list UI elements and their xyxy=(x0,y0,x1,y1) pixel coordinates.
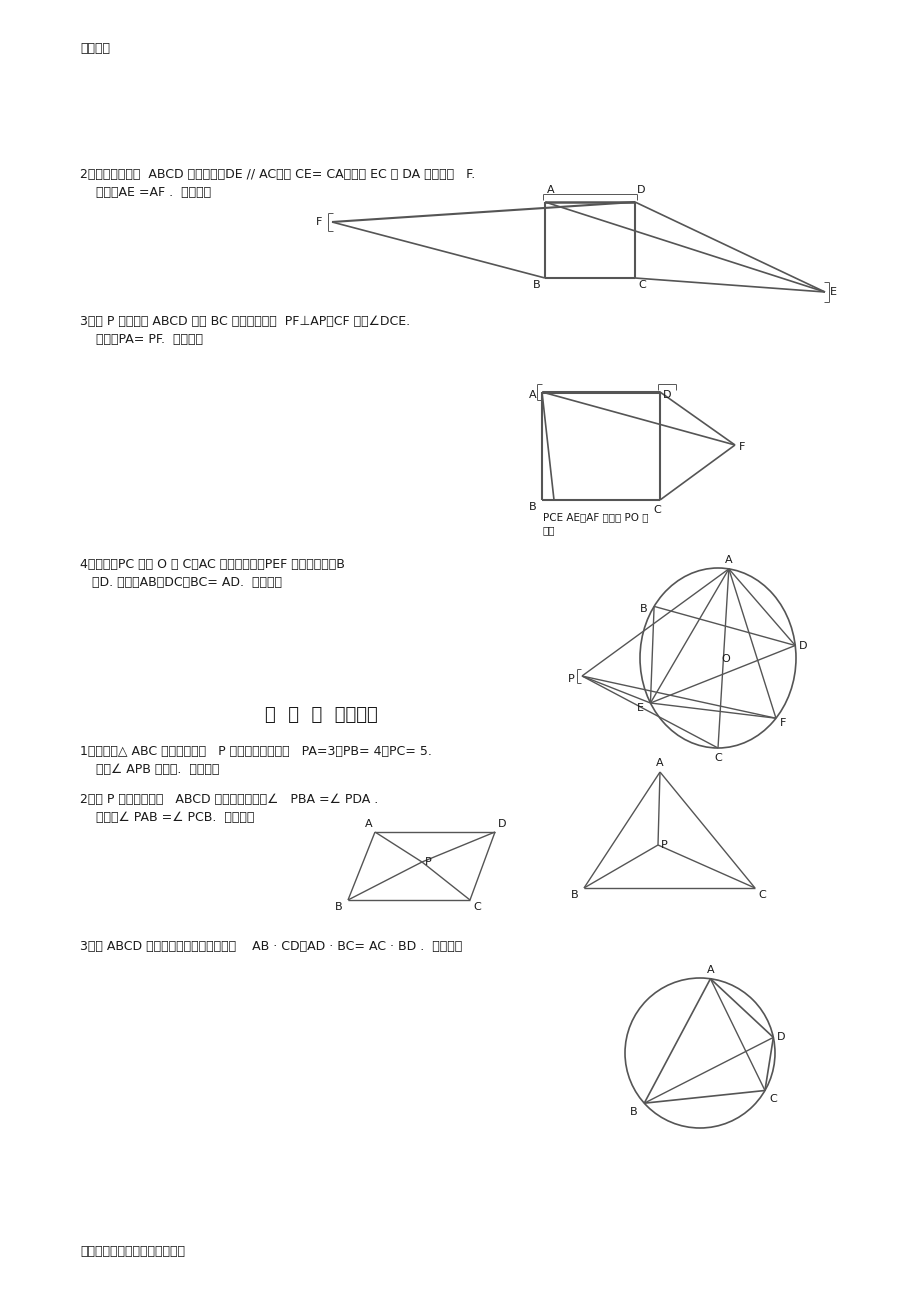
Text: D: D xyxy=(799,641,807,652)
Text: A: A xyxy=(724,555,732,566)
Text: 、D. 求证：AB＝DC，BC= AD.  （初三）: 、D. 求证：AB＝DC，BC= AD. （初三） xyxy=(80,576,282,589)
Text: A: A xyxy=(706,964,713,975)
Text: 求证：PA= PF.  （初二）: 求证：PA= PF. （初二） xyxy=(80,334,203,347)
Text: PCE AE、AF 与直线 PO 相: PCE AE、AF 与直线 PO 相 xyxy=(542,512,648,523)
Text: B: B xyxy=(630,1108,637,1117)
Text: 学习资料: 学习资料 xyxy=(80,42,110,55)
Text: E: E xyxy=(636,704,642,713)
Text: C: C xyxy=(652,506,660,515)
Text: B: B xyxy=(335,902,342,912)
Text: 4、如图，PC 切圆 O 于 C，AC 为圆的直径，PEF 为圆的割线，B: 4、如图，PC 切圆 O 于 C，AC 为圆的直径，PEF 为圆的割线，B xyxy=(80,558,345,571)
Text: O: O xyxy=(720,654,729,665)
Text: D: D xyxy=(777,1032,785,1042)
Text: C: C xyxy=(713,753,721,764)
Text: P: P xyxy=(660,840,667,850)
Text: B: B xyxy=(532,280,540,291)
Text: C: C xyxy=(472,902,481,912)
Text: C: C xyxy=(768,1095,776,1105)
Text: A: A xyxy=(547,185,554,195)
Text: 经  典  难  题（四）: 经 典 难 题（四） xyxy=(265,706,378,724)
Text: C: C xyxy=(757,890,765,900)
Text: B: B xyxy=(640,605,647,615)
Text: P: P xyxy=(425,857,431,866)
Text: D: D xyxy=(636,185,645,195)
Text: 求：∠ APB 的度数.  （初二）: 求：∠ APB 的度数. （初二） xyxy=(80,764,219,777)
Text: P: P xyxy=(567,674,574,684)
Text: F: F xyxy=(738,442,744,452)
Text: 交于: 交于 xyxy=(542,525,555,536)
Text: 3、设 P 是正方形 ABCD 一边 BC 上的任一点，  PF⊥AP，CF 平分∠DCE.: 3、设 P 是正方形 ABCD 一边 BC 上的任一点， PF⊥AP，CF 平分… xyxy=(80,315,410,328)
Text: D: D xyxy=(497,820,506,829)
Text: D: D xyxy=(663,390,671,400)
Text: 2、设 P 是平行四边形   ABCD 内部的一点，且∠   PBA =∠ PDA .: 2、设 P 是平行四边形 ABCD 内部的一点，且∠ PBA =∠ PDA . xyxy=(80,794,378,807)
Text: B: B xyxy=(528,502,536,512)
Text: F: F xyxy=(315,218,322,227)
Text: 各种学习资料，仅供学习与交流: 各种学习资料，仅供学习与交流 xyxy=(80,1244,185,1257)
Text: F: F xyxy=(779,718,786,728)
Text: C: C xyxy=(637,280,645,291)
Text: 1、已知：△ ABC 是正三角形，   P 是三角形内一点，   PA=3，PB= 4，PC= 5.: 1、已知：△ ABC 是正三角形， P 是三角形内一点， PA=3，PB= 4，… xyxy=(80,745,431,758)
Text: 求证：∠ PAB =∠ PCB.  （初二）: 求证：∠ PAB =∠ PCB. （初二） xyxy=(80,810,254,823)
Text: 2、如图，四边形  ABCD 为正方形，DE // AC，且 CE= CA，直线 EC 交 DA 延长线于   F.: 2、如图，四边形 ABCD 为正方形，DE // AC，且 CE= CA，直线 … xyxy=(80,168,475,181)
Text: A: A xyxy=(528,390,536,400)
Text: E: E xyxy=(829,287,836,297)
Text: A: A xyxy=(365,820,372,829)
Text: 求证：AE =AF .  （初二）: 求证：AE =AF . （初二） xyxy=(80,186,210,199)
Text: A: A xyxy=(655,758,663,767)
Text: B: B xyxy=(571,890,578,900)
Text: 3、设 ABCD 为圆内接凸四边形，求证：    AB · CD＋AD · BC= AC · BD .  （初三）: 3、设 ABCD 为圆内接凸四边形，求证： AB · CD＋AD · BC= A… xyxy=(80,939,461,952)
